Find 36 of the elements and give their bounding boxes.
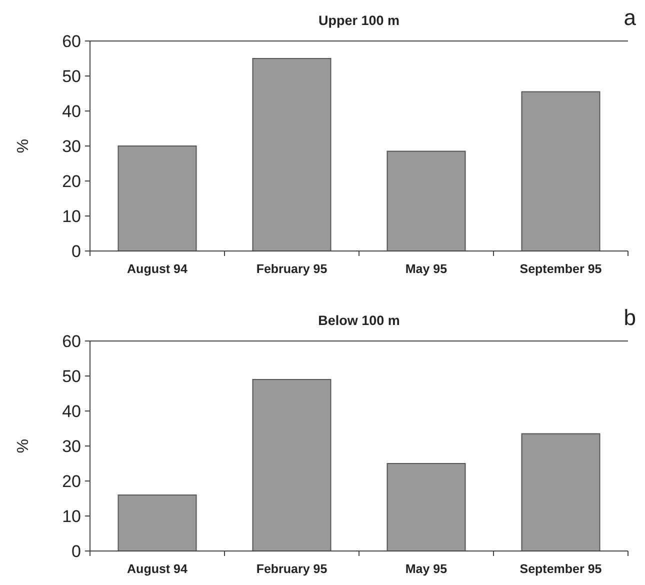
y-tick-label: 60 bbox=[62, 32, 81, 51]
bar bbox=[252, 379, 332, 552]
y-tick-label: 40 bbox=[62, 402, 81, 421]
bar bbox=[118, 494, 197, 552]
chart-title: Below 100 m bbox=[318, 313, 400, 328]
bar bbox=[252, 58, 332, 252]
x-tick-label: May 95 bbox=[405, 262, 448, 276]
y-tick-label: 20 bbox=[62, 172, 81, 191]
chart-title: Upper 100 m bbox=[318, 13, 400, 28]
bar bbox=[386, 150, 466, 252]
y-tick-label: 30 bbox=[62, 136, 81, 156]
x-tick-label: February 95 bbox=[256, 562, 328, 576]
text: a bbox=[624, 5, 637, 30]
y-tick-label: 20 bbox=[62, 472, 81, 491]
bar bbox=[118, 146, 197, 252]
x-tick-label: May 95 bbox=[405, 562, 448, 576]
y-axis-title: % bbox=[15, 438, 32, 454]
y-tick-label: 0 bbox=[72, 542, 81, 561]
y-tick-label: 60 bbox=[62, 332, 81, 351]
text: b bbox=[624, 305, 636, 330]
x-tick-label: September 95 bbox=[520, 262, 602, 276]
bar bbox=[521, 433, 600, 552]
y-axis-title: % bbox=[15, 138, 32, 154]
x-tick-label: February 95 bbox=[256, 262, 328, 276]
x-tick-label: September 95 bbox=[520, 562, 602, 576]
x-tick-label: August 94 bbox=[127, 262, 188, 276]
bar bbox=[386, 463, 466, 552]
y-tick-label: 10 bbox=[62, 506, 81, 526]
y-tick-label: 50 bbox=[62, 366, 81, 386]
y-tick-label: 30 bbox=[62, 436, 81, 456]
y-tick-label: 50 bbox=[62, 66, 81, 86]
x-tick-label: August 94 bbox=[127, 562, 188, 576]
y-tick-label: 40 bbox=[62, 102, 81, 121]
y-tick-label: 0 bbox=[72, 242, 81, 261]
bar bbox=[521, 91, 600, 252]
y-tick-label: 10 bbox=[62, 206, 81, 226]
